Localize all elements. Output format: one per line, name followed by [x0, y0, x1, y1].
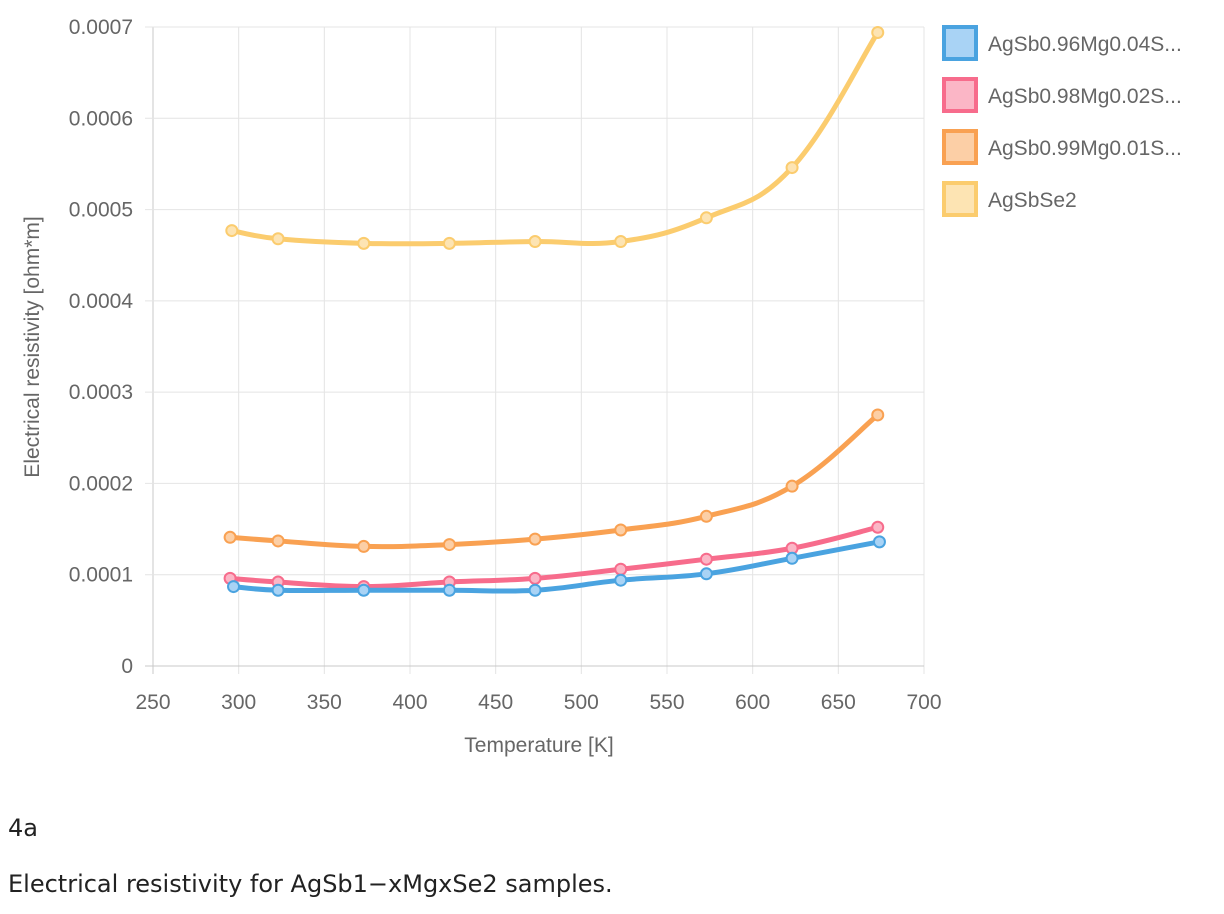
data-point — [528, 571, 542, 585]
series-2 — [223, 520, 885, 594]
legend-swatch — [942, 181, 978, 217]
data-point — [227, 580, 241, 594]
data-point — [871, 408, 885, 422]
y-tick-label: 0.0005 — [69, 199, 133, 222]
data-point — [785, 479, 799, 493]
x-tick-label: 650 — [821, 691, 856, 714]
series-line — [229, 29, 881, 247]
y-tick-label: 0.0007 — [69, 16, 133, 39]
y-tick-label: 0.0003 — [69, 381, 133, 404]
x-tick-label: 400 — [392, 691, 427, 714]
data-point — [614, 573, 628, 587]
y-tick-label: 0.0006 — [69, 107, 133, 130]
x-tick-label: 550 — [649, 691, 684, 714]
legend-swatch — [942, 25, 978, 61]
series-layer — [223, 25, 886, 597]
x-tick-label: 450 — [478, 691, 513, 714]
x-tick-label: 300 — [221, 691, 256, 714]
y-tick-label: 0 — [121, 655, 133, 678]
data-point — [785, 551, 799, 565]
legend-label: AgSb0.96Mg0.04S... — [988, 33, 1182, 56]
series-line — [227, 412, 881, 550]
data-point — [357, 583, 371, 597]
chart: 250 300 350 400 450 500 550 600 650 700 0 0.0001 0.0… — [21, 16, 1182, 757]
data-point — [528, 532, 542, 546]
series-1 — [227, 535, 886, 597]
data-point — [442, 236, 456, 250]
data-point — [528, 583, 542, 597]
data-point — [442, 538, 456, 552]
legend-item: AgSb0.98Mg0.02S... — [942, 77, 1182, 113]
data-point — [699, 211, 713, 225]
data-point — [442, 583, 456, 597]
data-point — [271, 534, 285, 548]
data-point — [614, 523, 628, 537]
legend: AgSb0.96Mg0.04S... AgSb0.98Mg0.02S... AgSb… — [942, 25, 1182, 217]
legend-swatch — [942, 77, 978, 113]
legend-item: AgSbSe2 — [942, 181, 1077, 217]
data-point — [357, 236, 371, 250]
data-point — [871, 25, 885, 39]
legend-label: AgSb0.98Mg0.02S... — [988, 85, 1182, 108]
legend-label: AgSb0.99Mg0.01S... — [988, 137, 1182, 160]
figure-caption: Electrical resistivity for AgSb1−xMgxSe2… — [8, 870, 613, 898]
data-point — [614, 235, 628, 249]
y-tick-label: 0.0002 — [69, 472, 133, 495]
data-point — [528, 235, 542, 249]
axes: 250 300 350 400 450 500 550 600 650 700 0 0.0001 0.0… — [69, 16, 942, 714]
data-point — [271, 583, 285, 597]
y-axis-title: Electrical resistivity [ohm*m] — [21, 216, 44, 477]
series-3 — [223, 408, 885, 553]
data-point — [785, 161, 799, 175]
x-tick-label: 250 — [135, 691, 170, 714]
data-point — [871, 520, 885, 534]
x-tick-label: 350 — [307, 691, 342, 714]
data-point — [699, 509, 713, 523]
y-tick-label: 0.0001 — [69, 564, 133, 587]
data-point — [699, 567, 713, 581]
legend-label: AgSbSe2 — [988, 189, 1077, 212]
legend-item: AgSb0.96Mg0.04S... — [942, 25, 1182, 61]
data-point — [357, 539, 371, 553]
figure-id: 4a — [8, 814, 38, 842]
x-axis-title: Temperature [K] — [464, 734, 613, 757]
y-tick-label: 0.0004 — [69, 290, 134, 313]
data-point — [271, 232, 285, 246]
x-tick-label: 700 — [906, 691, 941, 714]
x-tick-label: 600 — [735, 691, 770, 714]
legend-swatch — [942, 129, 978, 165]
x-tick-label: 500 — [564, 691, 599, 714]
data-point — [872, 535, 886, 549]
data-point — [225, 224, 239, 238]
series-4 — [225, 25, 885, 250]
data-point — [223, 530, 237, 544]
data-point — [699, 552, 713, 566]
legend-item: AgSb0.99Mg0.01S... — [942, 129, 1182, 165]
data-point — [614, 562, 628, 576]
